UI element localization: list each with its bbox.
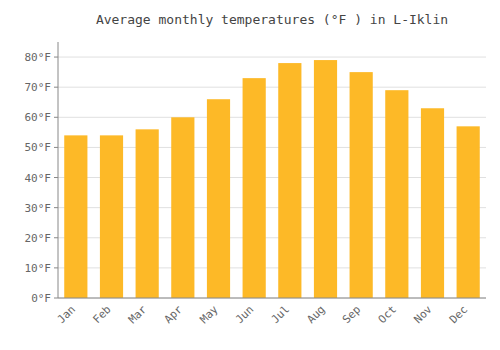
x-tick-label: Nov: [411, 303, 435, 327]
y-tick: [54, 237, 58, 238]
bar: [136, 129, 159, 298]
y-axis-line: [58, 42, 59, 298]
bar: [100, 135, 123, 298]
y-tick-label: 80°F: [25, 51, 52, 64]
bar: [64, 135, 87, 298]
chart-container: Average monthly temperatures (°F ) in L-…: [0, 0, 500, 350]
y-tick-label: 70°F: [25, 81, 52, 94]
y-grid: [58, 57, 486, 298]
grid-line: [58, 57, 486, 58]
y-tick-label: 20°F: [25, 232, 52, 245]
y-tick-label: 40°F: [25, 172, 52, 185]
x-tick-label: Sep: [340, 303, 363, 326]
bar: [278, 63, 301, 298]
x-tick-label: Feb: [90, 303, 113, 326]
y-tick-label: 50°F: [25, 141, 52, 154]
grid-line: [58, 87, 486, 88]
y-tick-label: 30°F: [25, 202, 52, 215]
y-tick: [54, 87, 58, 88]
x-tick-label: Jun: [233, 303, 256, 326]
y-tick: [54, 147, 58, 148]
x-axis-line: [58, 298, 486, 299]
chart-title: Average monthly temperatures (°F ) in L-…: [96, 12, 448, 27]
x-tick-label: Aug: [304, 303, 327, 326]
x-tick-label: Jan: [55, 303, 78, 326]
x-tick-label: Oct: [376, 303, 399, 326]
bar: [314, 60, 337, 298]
y-tick: [54, 117, 58, 118]
bar: [243, 78, 266, 298]
y-tick: [54, 177, 58, 178]
x-tick-label: Apr: [162, 303, 186, 327]
x-tick-label: Jul: [269, 303, 292, 326]
bar: [385, 90, 408, 298]
x-tick-label: Dec: [447, 303, 470, 326]
x-tick-label: May: [197, 303, 221, 327]
grid-line: [58, 298, 486, 299]
bar: [171, 117, 194, 298]
bar: [457, 126, 480, 298]
x-axis: Jan Feb Mar Apr May Jun Jul Aug Sep Oct Nov Dec: [55, 298, 486, 326]
y-tick-label: 0°F: [31, 292, 51, 305]
y-tick: [54, 207, 58, 208]
y-tick: [54, 57, 58, 58]
y-tick: [54, 267, 58, 268]
y-tick: [54, 298, 58, 299]
y-axis: 0°F 10°F 20°F 30°F 40°F 50°F 60°F 70°F 80°F: [25, 42, 59, 305]
x-tick-label: Mar: [126, 303, 150, 327]
chart-svg: Average monthly temperatures (°F ) in L-…: [0, 0, 500, 350]
y-tick-label: 60°F: [25, 111, 52, 124]
bar: [350, 72, 373, 298]
bar: [421, 108, 444, 298]
bar: [207, 99, 230, 298]
y-tick-label: 10°F: [25, 262, 52, 275]
bars: [64, 60, 480, 298]
